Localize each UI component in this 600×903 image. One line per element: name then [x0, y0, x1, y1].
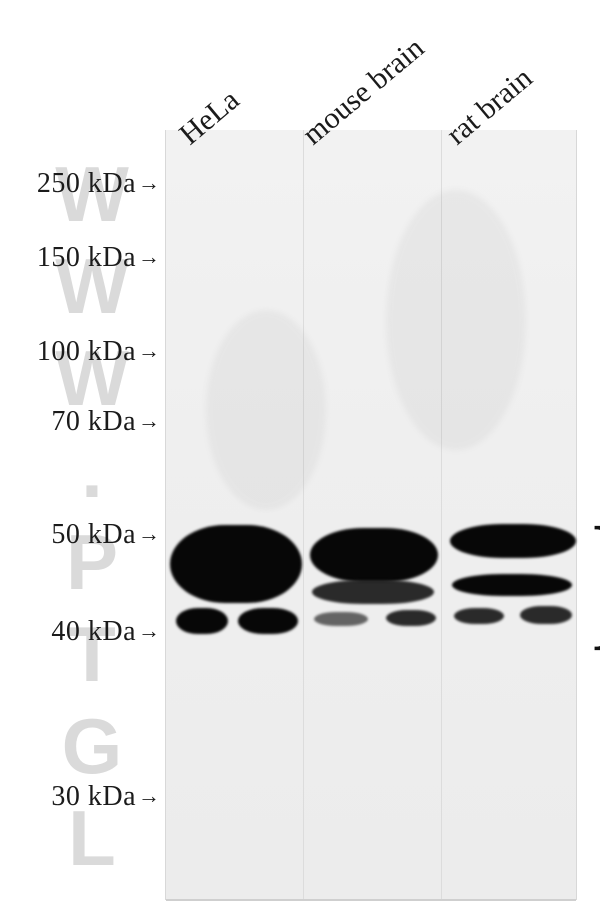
- mw-marker: 250 kDa→: [0, 168, 160, 200]
- protein-band: [312, 580, 434, 604]
- membrane: [165, 130, 577, 900]
- bg-noise: [386, 190, 526, 450]
- mw-marker: 150 kDa→: [0, 242, 160, 274]
- arrow-right-icon: →: [138, 170, 160, 195]
- mw-marker: 30 kDa→: [0, 781, 160, 813]
- mw-marker-label: 100 kDa: [37, 336, 136, 367]
- mw-marker: 70 kDa→: [0, 406, 160, 438]
- bg-noise: [206, 310, 326, 510]
- mw-marker-label: 150 kDa: [37, 242, 136, 273]
- lane-separator: [303, 130, 304, 900]
- protein-band: [454, 608, 504, 624]
- protein-band: [238, 608, 298, 634]
- protein-band: [452, 574, 572, 596]
- blot-figure: WWW.PTGLAB.COM HeLamouse brainrat brain …: [0, 0, 600, 903]
- mw-marker-label: 250 kDa: [37, 168, 136, 199]
- arrow-right-icon: →: [138, 521, 160, 546]
- arrow-right-icon: →: [138, 618, 160, 643]
- mw-marker-label: 50 kDa: [51, 519, 136, 550]
- mw-marker: 50 kDa→: [0, 519, 160, 551]
- arrow-right-icon: →: [138, 783, 160, 808]
- arrow-right-icon: →: [138, 408, 160, 433]
- mw-marker: 100 kDa→: [0, 336, 160, 368]
- protein-band: [310, 528, 438, 582]
- arrow-right-icon: →: [138, 244, 160, 269]
- band-range-bracket: }: [586, 520, 600, 640]
- mw-marker-label: 70 kDa: [51, 406, 136, 437]
- mw-marker: 40 kDa→: [0, 616, 160, 648]
- mw-marker-label: 40 kDa: [51, 616, 136, 647]
- arrow-right-icon: →: [138, 338, 160, 363]
- protein-band: [314, 612, 368, 626]
- mw-marker-label: 30 kDa: [51, 781, 136, 812]
- protein-band: [520, 606, 572, 624]
- protein-band: [386, 610, 436, 626]
- protein-band: [450, 524, 576, 558]
- protein-band: [170, 525, 302, 603]
- protein-band: [176, 608, 228, 634]
